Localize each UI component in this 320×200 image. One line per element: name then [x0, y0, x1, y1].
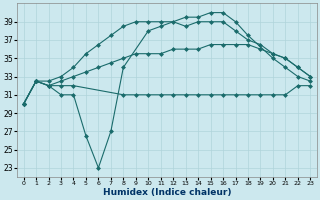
- X-axis label: Humidex (Indice chaleur): Humidex (Indice chaleur): [103, 188, 231, 197]
